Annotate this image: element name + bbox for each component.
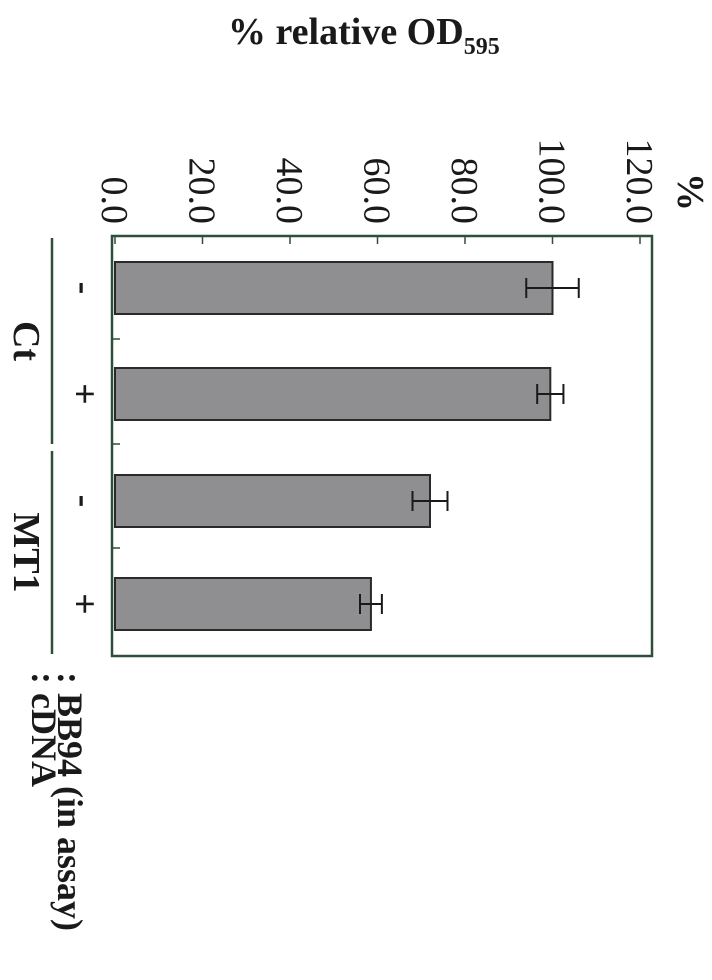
error-bar: [359, 594, 383, 614]
error-bar: [525, 278, 580, 298]
y-axis-title-main: % relative OD: [228, 11, 464, 53]
category-sign-label: +: [63, 383, 105, 405]
bar: [114, 577, 372, 631]
error-bar: [411, 491, 449, 511]
y-tick-label: 100.0: [531, 139, 573, 225]
bar: [114, 474, 431, 528]
category-sign-label: -: [63, 495, 105, 508]
bar: [114, 261, 554, 315]
plot-frame: [110, 234, 654, 658]
category-sign-label: +: [63, 593, 105, 615]
y-tick-label: 80.0: [443, 158, 485, 225]
row-label-cdna: : cDNA: [24, 672, 64, 787]
y-tick-label: 20.0: [181, 158, 223, 225]
y-axis-title: % relative OD595: [228, 11, 500, 60]
y-tick-label: 40.0: [268, 158, 310, 225]
y-tick-label: 60.0: [356, 158, 398, 225]
bar: [114, 367, 552, 421]
group-label: MT1: [5, 512, 47, 592]
y-axis-unit: %: [669, 173, 711, 211]
row-label-bb94: : BB94 (in assay): [50, 672, 90, 931]
group-label: Ct: [5, 321, 47, 361]
category-sign-label: -: [63, 282, 105, 295]
y-tick-label: 120.0: [618, 139, 660, 225]
y-axis-title-sub: 595: [464, 34, 500, 60]
y-tick-label: 0.0: [93, 177, 135, 225]
error-bar: [536, 384, 565, 404]
